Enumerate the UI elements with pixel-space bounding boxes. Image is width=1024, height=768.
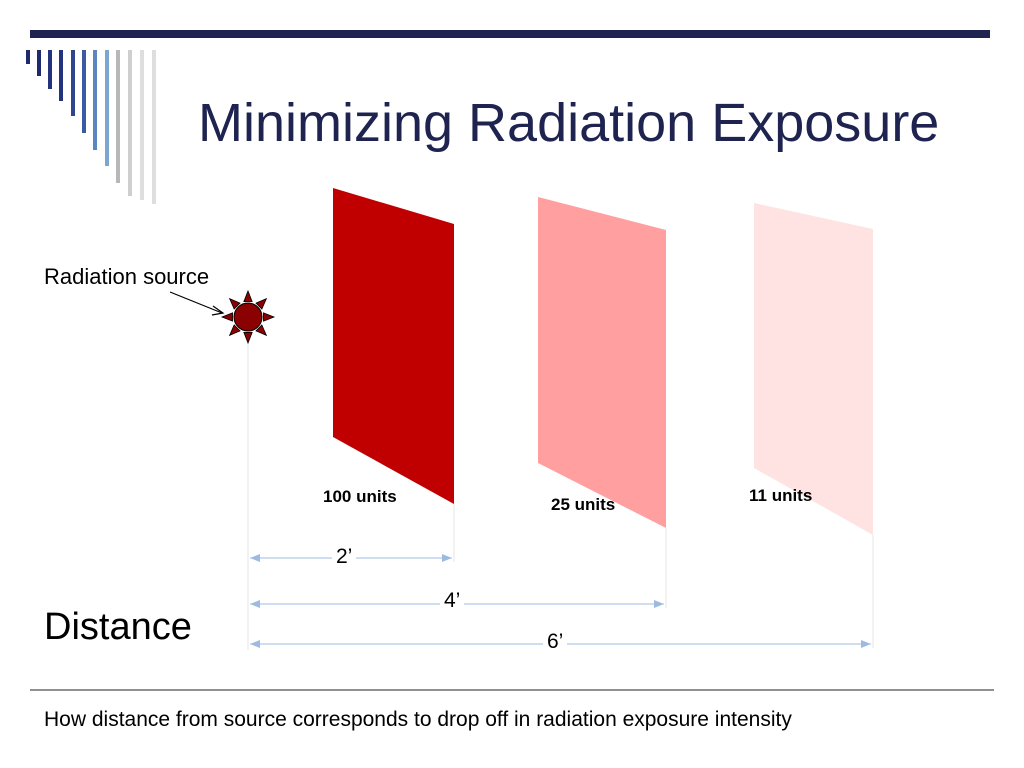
arrowhead (442, 554, 452, 562)
decorative-bar (105, 50, 109, 166)
decorative-bar (93, 50, 97, 150)
decorative-bar (48, 50, 52, 89)
arrowhead (654, 600, 664, 608)
sun-icon (220, 289, 276, 345)
slide-caption: How distance from source corresponds to … (44, 708, 792, 731)
slide-title: Minimizing Radiation Exposure (198, 93, 940, 153)
sun-ray (255, 324, 268, 337)
arrowhead (250, 600, 260, 608)
sun-core (233, 302, 263, 332)
panel-label-far: 11 units (749, 486, 813, 505)
extension-lines (247, 340, 874, 650)
panel-label-near: 100 units (323, 487, 397, 506)
sun-ray (228, 297, 241, 310)
panel-near (333, 188, 454, 504)
panel-middle (538, 197, 666, 528)
radiation-source-label: Radiation source (44, 264, 210, 289)
decorative-bar (140, 50, 144, 200)
arrowhead (250, 640, 260, 648)
sun-ray (243, 289, 253, 302)
distance-label-6: 6’ (543, 630, 568, 654)
decorative-bars (26, 50, 156, 204)
arrowhead (250, 554, 260, 562)
sun-ray (220, 312, 233, 322)
sun-ray (263, 312, 276, 322)
distance-label-2: 2’ (332, 545, 357, 569)
decorative-bar (152, 50, 156, 204)
decorative-bar (59, 50, 63, 101)
decorative-bar (26, 50, 30, 64)
sun-ray (255, 297, 268, 310)
source-pointer-arrow (169, 291, 225, 316)
arrowhead (861, 640, 871, 648)
decorative-bar (128, 50, 132, 196)
top-rule (30, 30, 990, 38)
decorative-bar (116, 50, 120, 183)
decorative-bar (82, 50, 86, 133)
distance-label-4: 4’ (440, 589, 465, 613)
panel-label-middle: 25 units (551, 495, 616, 514)
decorative-bar (71, 50, 75, 116)
sun-ray (243, 332, 253, 345)
distance-heading: Distance (44, 606, 192, 648)
decorative-bar (37, 50, 41, 76)
sun-ray (228, 324, 241, 337)
panel-far (754, 203, 873, 535)
